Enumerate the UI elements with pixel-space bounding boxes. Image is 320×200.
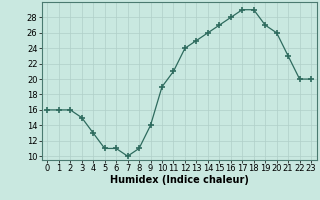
X-axis label: Humidex (Indice chaleur): Humidex (Indice chaleur) xyxy=(110,175,249,185)
